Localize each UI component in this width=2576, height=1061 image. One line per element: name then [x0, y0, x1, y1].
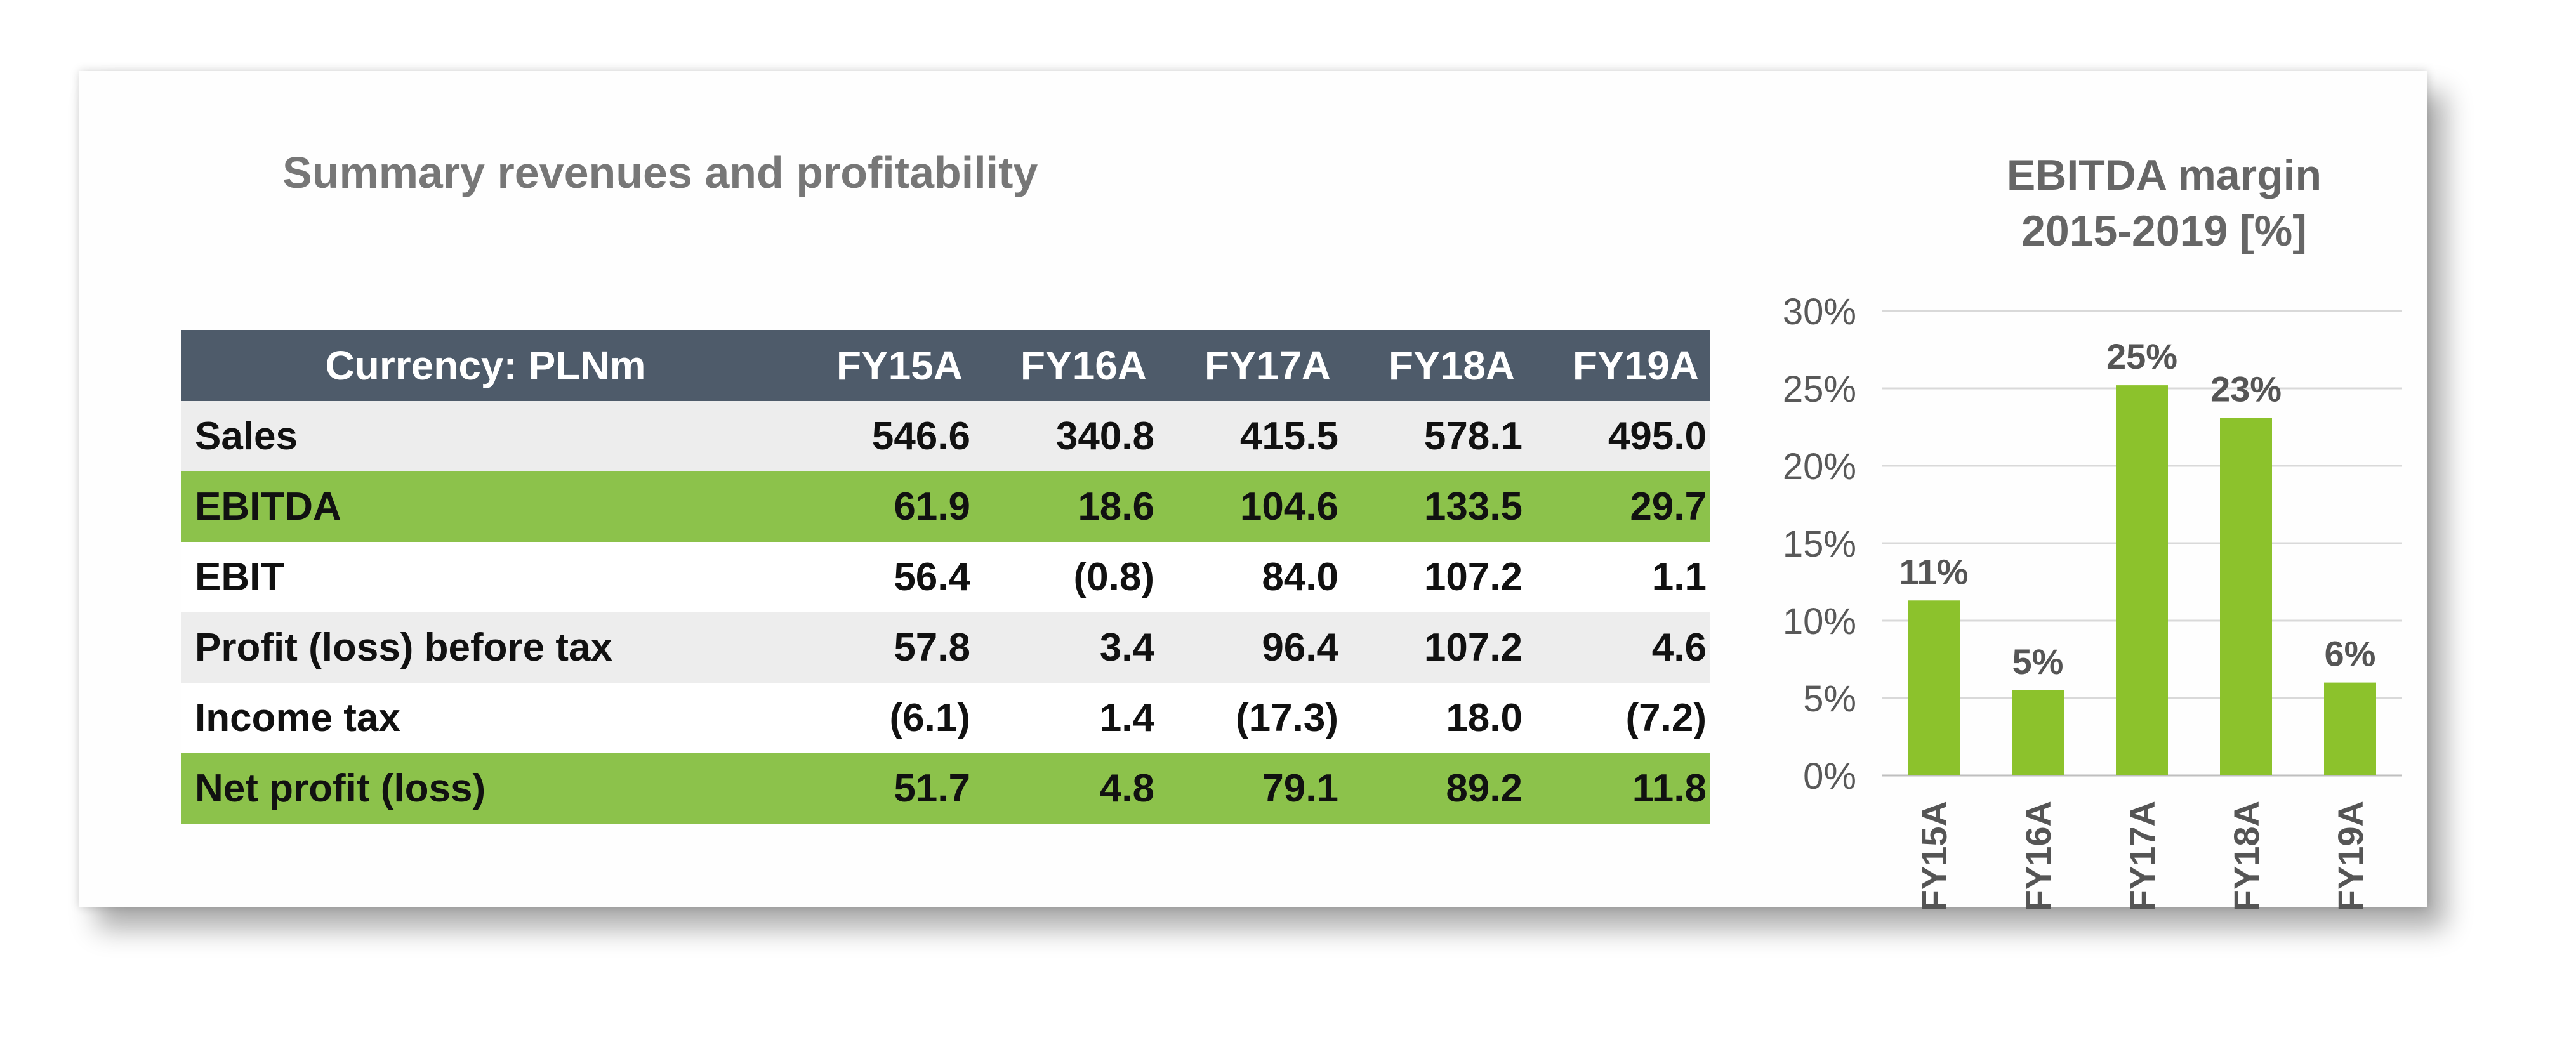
- cell-value: 104.6: [1158, 471, 1342, 542]
- cell-value: 107.2: [1342, 542, 1526, 612]
- summary-table: Currency: PLNm FY15A FY16A FY17A FY18A F…: [181, 330, 1710, 824]
- header-currency: Currency: PLNm: [181, 330, 790, 401]
- y-tick-label: 0%: [1803, 756, 1856, 797]
- cell-value: 56.4: [790, 542, 974, 612]
- data-label: 25%: [2106, 336, 2177, 376]
- table-row-ebit: EBIT 56.4 (0.8) 84.0 107.2 1.1: [181, 542, 1710, 612]
- row-label: Sales: [181, 401, 790, 471]
- cell-value: 57.8: [790, 612, 974, 683]
- y-tick-label: 20%: [1783, 446, 1856, 487]
- cell-value: 107.2: [1342, 612, 1526, 683]
- bar: [2220, 418, 2272, 775]
- header-fy18a: FY18A: [1342, 330, 1526, 401]
- table-title: Summary revenues and profitability: [282, 148, 1038, 197]
- cell-value: 4.6: [1526, 612, 1710, 683]
- cell-value: 29.7: [1526, 471, 1710, 542]
- summary-card: Summary revenues and profitability Curre…: [79, 71, 2427, 909]
- table-row-ebitda: EBITDA 61.9 18.6 104.6 133.5 29.7: [181, 471, 1710, 542]
- cell-value: 4.8: [974, 753, 1158, 824]
- table-row-profit-before-tax: Profit (loss) before tax 57.8 3.4 96.4 1…: [181, 612, 1710, 683]
- cell-value: 133.5: [1342, 471, 1526, 542]
- y-tick-label: 5%: [1803, 678, 1856, 720]
- cell-value: 51.7: [790, 753, 974, 824]
- row-label: Income tax: [181, 683, 790, 753]
- cell-value: 340.8: [974, 401, 1158, 471]
- cell-value: 96.4: [1158, 612, 1342, 683]
- bar: [2012, 690, 2064, 775]
- data-label: 23%: [2210, 369, 2282, 409]
- chart-title: EBITDA margin: [2006, 151, 2322, 199]
- y-tick-label: 15%: [1783, 524, 1856, 565]
- cell-value: 61.9: [790, 471, 974, 542]
- bar: [2324, 682, 2376, 775]
- chart-title-block: EBITDA margin 2015-2019 [%]: [1894, 147, 2434, 259]
- cell-value: 18.6: [974, 471, 1158, 542]
- row-label: Profit (loss) before tax: [181, 612, 790, 683]
- cell-value: (17.3): [1158, 683, 1342, 753]
- y-tick-label: 30%: [1783, 291, 1856, 333]
- data-label: 5%: [2012, 642, 2064, 682]
- table-row-sales: Sales 546.6 340.8 415.5 578.1 495.0: [181, 401, 1710, 471]
- cell-value: 84.0: [1158, 542, 1342, 612]
- bar: [2116, 385, 2168, 775]
- row-label: Net profit (loss): [181, 753, 790, 824]
- cell-value: 11.8: [1526, 753, 1710, 824]
- category-label: FY19A: [2330, 801, 2370, 909]
- cell-value: 1.1: [1526, 542, 1710, 612]
- table-header-row: Currency: PLNm FY15A FY16A FY17A FY18A F…: [181, 330, 1710, 401]
- bar: [1908, 600, 1960, 775]
- table-row-net-profit: Net profit (loss) 51.7 4.8 79.1 89.2 11.…: [181, 753, 1710, 824]
- header-fy19a: FY19A: [1526, 330, 1710, 401]
- y-tick-label: 25%: [1783, 369, 1856, 410]
- cell-value: 495.0: [1526, 401, 1710, 471]
- category-label: FY17A: [2122, 801, 2162, 909]
- category-label: FY18A: [2226, 801, 2266, 909]
- cell-value: 18.0: [1342, 683, 1526, 753]
- cell-value: 79.1: [1158, 753, 1342, 824]
- data-label: 6%: [2325, 634, 2376, 674]
- cell-value: 89.2: [1342, 753, 1526, 824]
- cell-value: (7.2): [1526, 683, 1710, 753]
- cell-value: (0.8): [974, 542, 1158, 612]
- y-tick-label: 10%: [1783, 601, 1856, 642]
- header-fy17a: FY17A: [1158, 330, 1342, 401]
- header-fy15a: FY15A: [790, 330, 974, 401]
- data-label: 11%: [1899, 551, 1969, 591]
- cell-value: 415.5: [1158, 401, 1342, 471]
- cell-value: 3.4: [974, 612, 1158, 683]
- category-label: FY16A: [2018, 801, 2058, 909]
- cell-value: 1.4: [974, 683, 1158, 753]
- header-fy16a: FY16A: [974, 330, 1158, 401]
- row-label: EBIT: [181, 542, 790, 612]
- ebitda-margin-chart: 0% 5% 10% 15% 20% 25% 30% 11% FY15A 5% FY16A 25% FY1…: [1783, 291, 2402, 909]
- chart-subtitle: 2015-2019 [%]: [2021, 207, 2307, 255]
- cell-value: 578.1: [1342, 401, 1526, 471]
- cell-value: 546.6: [790, 401, 974, 471]
- category-label: FY15A: [1914, 801, 1954, 909]
- cell-value: (6.1): [790, 683, 974, 753]
- table-row-income-tax: Income tax (6.1) 1.4 (17.3) 18.0 (7.2): [181, 683, 1710, 753]
- row-label: EBITDA: [181, 471, 790, 542]
